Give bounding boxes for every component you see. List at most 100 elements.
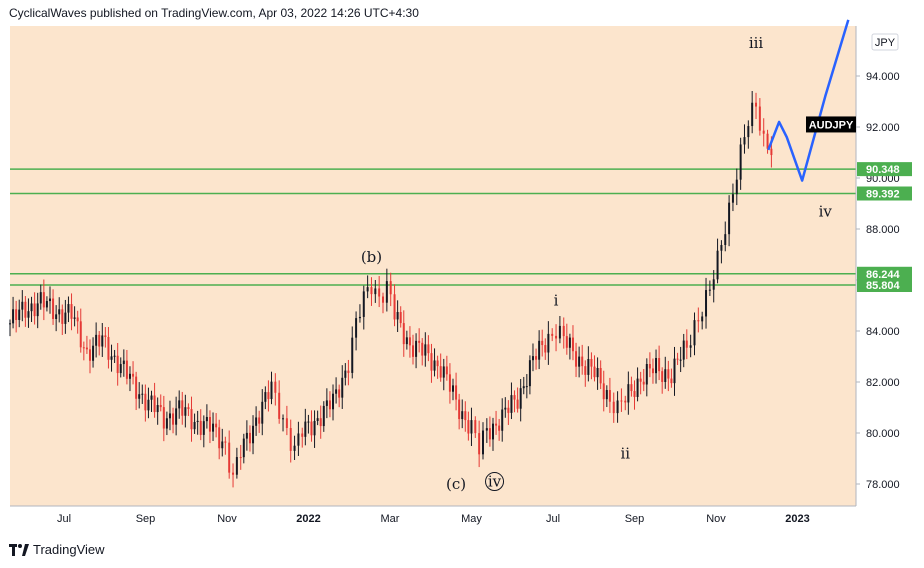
candle — [451, 378, 454, 401]
tradingview-footer[interactable]: TradingView — [9, 542, 105, 557]
candle — [341, 365, 344, 409]
level-price-tag: 86.244 — [857, 266, 912, 281]
candle — [85, 335, 88, 354]
candle — [682, 333, 685, 368]
symbol-price-tag: AUDJPY — [806, 116, 856, 133]
candle — [568, 333, 571, 360]
candle — [627, 371, 630, 415]
candle — [98, 331, 101, 356]
candle — [464, 401, 467, 432]
candle — [474, 416, 477, 438]
candle — [467, 411, 470, 441]
candle — [743, 124, 746, 154]
candle — [304, 408, 307, 446]
candle — [633, 380, 636, 410]
candle — [421, 338, 424, 366]
candle — [64, 299, 67, 334]
candle — [408, 326, 411, 358]
candle — [470, 407, 473, 446]
candle — [620, 388, 623, 412]
candle — [110, 344, 113, 372]
candle — [655, 349, 658, 384]
candle — [239, 444, 242, 470]
candle — [319, 405, 322, 439]
candle — [293, 435, 296, 460]
candle — [498, 418, 501, 441]
candle — [215, 413, 218, 438]
svg-text:85.804: 85.804 — [866, 280, 901, 292]
candle — [92, 337, 95, 368]
candle — [135, 371, 138, 411]
candle — [551, 328, 554, 342]
candle — [664, 356, 667, 389]
candle — [39, 284, 42, 310]
candle — [165, 411, 168, 436]
candle — [36, 292, 39, 329]
candle — [712, 270, 715, 303]
time-tick-label: Nov — [706, 513, 726, 525]
candle — [95, 322, 98, 358]
candle — [67, 296, 70, 323]
candle — [270, 371, 273, 405]
candle — [335, 377, 338, 404]
candle — [235, 447, 238, 479]
candle — [596, 357, 599, 390]
candle — [599, 360, 602, 390]
candle — [178, 390, 181, 419]
wave-label: (c) — [446, 475, 466, 493]
candle — [76, 310, 79, 334]
time-tick-label: Sep — [136, 513, 156, 525]
candle — [724, 221, 727, 252]
candle — [242, 433, 245, 464]
price-tick-label: 84.000 — [866, 326, 900, 338]
candle — [389, 272, 392, 307]
candle — [593, 355, 596, 382]
level-price-tag: 85.804 — [857, 277, 912, 292]
candle — [538, 330, 541, 370]
projection-line[interactable] — [767, 19, 850, 182]
candle — [18, 299, 21, 328]
candle — [436, 355, 439, 379]
candle — [297, 421, 300, 456]
candle — [667, 360, 670, 392]
candle — [261, 389, 264, 436]
candle — [153, 382, 156, 418]
candle — [673, 346, 676, 396]
candle — [205, 404, 208, 429]
candle — [267, 380, 270, 412]
candle — [58, 297, 61, 323]
currency-badge: JPY — [871, 33, 899, 51]
candle — [61, 304, 64, 335]
candle — [338, 384, 341, 408]
candle — [82, 341, 85, 361]
candle — [399, 306, 402, 328]
candle — [535, 348, 538, 370]
candle — [433, 348, 436, 377]
tradingview-logo-icon — [9, 543, 29, 556]
candle — [228, 430, 231, 479]
wave-label: iv — [819, 202, 833, 220]
candle — [156, 397, 159, 425]
candle — [362, 285, 365, 330]
candle — [575, 342, 578, 378]
candle — [510, 382, 513, 420]
candle — [325, 388, 328, 419]
candle — [101, 323, 104, 357]
candle — [642, 368, 645, 392]
wave-label: (b) — [361, 248, 382, 266]
candle — [79, 308, 82, 353]
candle — [697, 307, 700, 333]
candle — [104, 327, 107, 348]
candle — [562, 317, 565, 349]
time-axis[interactable]: Jul Sep Nov 2022 Mar May Jul Sep Nov 2023 — [57, 513, 810, 525]
candle — [208, 410, 211, 444]
candle — [355, 311, 358, 351]
candle — [418, 328, 421, 353]
candle — [289, 419, 292, 463]
candle — [430, 343, 433, 383]
candle — [531, 343, 534, 372]
candle — [541, 329, 544, 357]
candle — [396, 300, 399, 333]
candle — [12, 296, 15, 329]
